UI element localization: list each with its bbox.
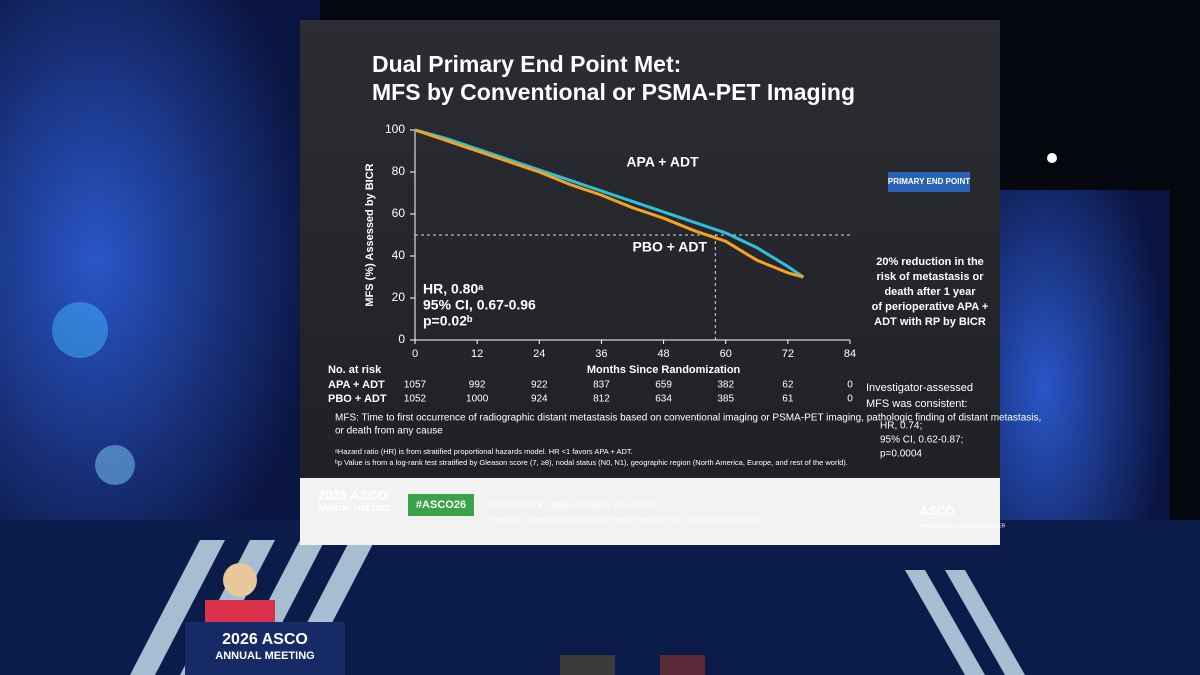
- y-tick-label: 20: [392, 290, 406, 304]
- light-dot: [95, 445, 135, 485]
- hr-stat: p=0.02ᵇ: [423, 313, 473, 329]
- definition: or death from any cause: [335, 426, 443, 437]
- podium: [185, 622, 345, 675]
- y-tick-label: 40: [392, 248, 406, 262]
- footnote: ᵇp Value is from a log-rank test stratif…: [335, 458, 848, 467]
- at-risk-title: No. at risk: [328, 364, 382, 376]
- x-tick-label: 84: [844, 348, 856, 360]
- hashtag-box: [408, 494, 474, 516]
- definition: MFS: Time to first occurrence of radiogr…: [335, 413, 1041, 424]
- panelist: [560, 655, 615, 675]
- y-tick-label: 80: [392, 164, 406, 178]
- footer-logo: ASCO: [920, 504, 955, 518]
- side-note: risk of metastasis or: [877, 271, 985, 283]
- x-tick-label: 60: [720, 348, 732, 360]
- investigator-item: HR, 0.74;: [880, 421, 922, 432]
- footer-meeting: ANNUAL MEETING: [318, 504, 390, 513]
- series-label: APA + ADT: [626, 154, 699, 170]
- slide-title: MFS by Conventional or PSMA-PET Imaging: [372, 79, 855, 105]
- at-risk-count: 0: [847, 394, 853, 405]
- footer-notice: Presentation is property of the author a…: [490, 517, 762, 523]
- speaker-head: [223, 563, 257, 597]
- at-risk-count: 837: [593, 380, 610, 391]
- at-risk-count: 1057: [404, 380, 427, 391]
- footer-presenter: PRESENTED BY: Mary-Ellen Taplin, MD, FAS…: [490, 500, 655, 509]
- side-note: ADT with RP by BICR: [874, 316, 986, 328]
- badge-box: [888, 172, 970, 192]
- investigator-item: 95% CI, 0.62-0.87;: [880, 435, 963, 446]
- slide-footer: [300, 478, 1000, 545]
- footer-tagline: KNOWLEDGE CONQUERS CANCER: [920, 523, 1006, 529]
- hr-stat: HR, 0.80ᵃ: [423, 281, 484, 297]
- x-tick-label: 48: [657, 348, 669, 360]
- investigator-heading: Investigator-assessed: [866, 382, 973, 394]
- investigator-item: p=0.0004: [880, 449, 922, 460]
- at-risk-count: 634: [655, 394, 672, 405]
- footer-meeting: 2026 ASCO: [318, 487, 388, 502]
- podium-text: ANNUAL MEETING: [215, 650, 314, 662]
- y-tick-label: 0: [398, 332, 405, 346]
- side-note: 20% reduction in the: [876, 256, 984, 268]
- at-risk-count: 812: [593, 394, 610, 405]
- at-risk-count: 1000: [466, 394, 489, 405]
- side-note: of perioperative APA +: [872, 301, 989, 313]
- km-curve: [414, 128, 805, 279]
- slide-content: Dual Primary End Point Met:MFS by Conven…: [215, 51, 1041, 662]
- ceiling-light: [1047, 153, 1057, 163]
- at-risk-name: PBO + ADT: [328, 393, 387, 405]
- side-screen-left: [0, 0, 320, 520]
- x-tick-label: 24: [533, 348, 545, 360]
- podium-text: 2026 ASCO: [222, 631, 308, 648]
- slide-title: Dual Primary End Point Met:: [372, 51, 681, 77]
- y-tick-label: 60: [392, 206, 406, 220]
- slide: [300, 20, 1000, 545]
- light-dot: [52, 302, 108, 358]
- investigator-heading: MFS was consistent:: [866, 398, 967, 410]
- x-tick-label: 72: [782, 348, 794, 360]
- x-tick-label: 0: [412, 348, 418, 360]
- x-axis-label: Months Since Randomization: [587, 364, 741, 376]
- y-tick-label: 100: [385, 122, 405, 136]
- y-axis-label: MFS (%) Assessed by BICR: [364, 163, 376, 306]
- x-tick-label: 12: [471, 348, 483, 360]
- footnote: ᵃHazard ratio (HR) is from stratified pr…: [335, 447, 633, 456]
- km-curve: [414, 128, 804, 279]
- at-risk-count: 924: [531, 394, 548, 405]
- side-note: death after 1 year: [884, 286, 976, 298]
- panelist: [660, 655, 705, 675]
- at-risk-count: 385: [717, 394, 734, 405]
- at-risk-count: 922: [531, 380, 548, 391]
- x-tick-label: 36: [595, 348, 607, 360]
- at-risk-count: 659: [655, 380, 672, 391]
- at-risk-name: APA + ADT: [328, 379, 385, 391]
- at-risk-count: 0: [847, 380, 853, 391]
- side-screen-right: [990, 190, 1170, 585]
- at-risk-count: 992: [469, 380, 486, 391]
- footer-hashtag: #ASCO26: [416, 499, 466, 511]
- hr-stat: 95% CI, 0.67-0.96: [423, 297, 536, 313]
- series-label: PBO + ADT: [633, 238, 708, 254]
- at-risk-count: 382: [717, 380, 734, 391]
- badge: PRIMARY END POINT: [888, 177, 970, 186]
- at-risk-count: 1052: [404, 394, 427, 405]
- at-risk-count: 62: [782, 380, 794, 391]
- at-risk-count: 61: [782, 394, 794, 405]
